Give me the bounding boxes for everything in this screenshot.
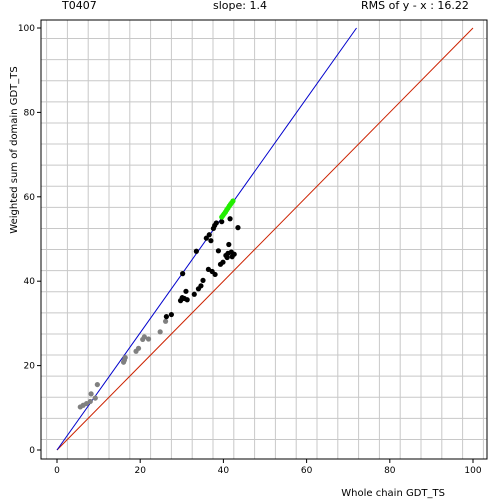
x-axis-ticks: 0 20 40 60 80 100 [54,459,482,476]
data-point [203,235,209,241]
y-tick-label: 0 [29,446,35,456]
x-tick-label: 80 [384,466,396,476]
data-point [219,219,225,225]
target-id: T0407 [61,0,97,12]
data-point [162,318,169,324]
data-point [212,271,218,278]
data-point [184,297,190,303]
data-point [220,259,226,265]
data-points [77,198,241,410]
data-point [230,198,236,204]
data-point [213,220,219,226]
data-point [135,345,142,351]
data-point [94,381,100,388]
data-point [191,291,197,297]
data-point [226,241,232,248]
data-point [198,283,204,289]
y-tick-label: 60 [24,193,36,203]
data-point [157,329,163,335]
y-tick-label: 100 [18,24,35,34]
y-axis-label: Weighted sum of domain GDT_TS [9,66,20,233]
rms-label: RMS of y - x : 16.22 [361,0,469,12]
data-point [200,277,206,283]
grid-lines [41,20,487,459]
data-point [183,288,189,294]
plot-frame [40,19,488,460]
data-point [88,391,94,397]
slope-label: slope: 1.4 [213,0,267,12]
data-point [231,251,237,257]
y-tick-label: 80 [24,108,36,118]
data-point [215,248,222,254]
x-tick-label: 60 [301,466,313,476]
data-point [141,334,147,340]
data-point [145,336,152,342]
data-point [206,232,212,238]
x-tick-label: 40 [218,466,230,476]
y-tick-label: 20 [24,362,36,372]
x-tick-label: 100 [464,466,481,476]
data-point [227,216,233,222]
data-point [193,248,199,254]
data-point [122,354,128,361]
data-point [224,254,230,261]
y-tick-label: 40 [24,277,36,287]
data-point [235,225,241,231]
data-point [87,398,93,405]
data-point [168,311,174,318]
data-point [180,271,186,277]
data-point [92,395,98,401]
y-axis-ticks: 0 20 40 60 80 100 [18,24,41,456]
x-axis-label: Whole chain GDT_TS [341,488,445,499]
data-point [163,314,170,320]
x-tick-label: 20 [134,466,146,476]
identity-line [56,27,474,451]
data-point [208,238,214,244]
x-tick-label: 0 [54,466,60,476]
